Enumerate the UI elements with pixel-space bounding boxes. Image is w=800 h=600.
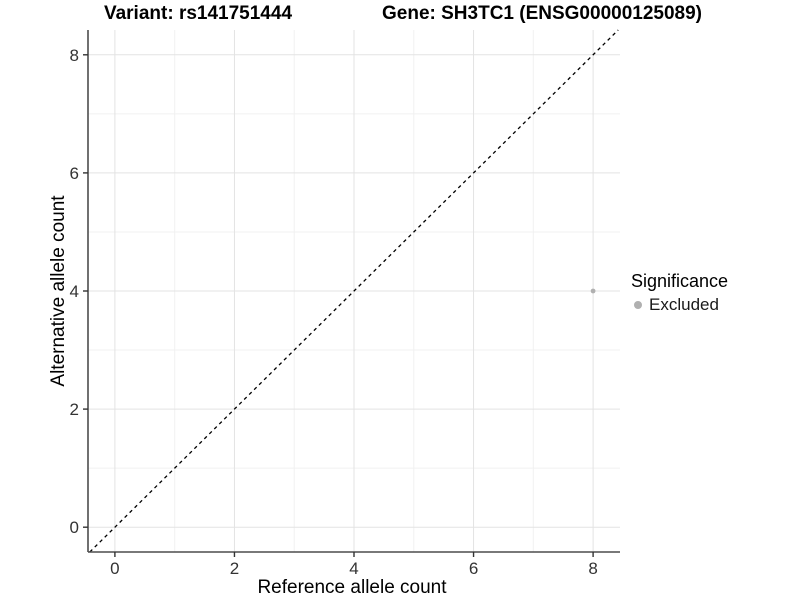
legend-item-label: Excluded	[649, 295, 719, 314]
y-tick-label: 8	[70, 46, 79, 65]
y-tick-label: 0	[70, 518, 79, 537]
legend-items: Excluded	[631, 295, 728, 315]
y-tick-label: 2	[70, 400, 79, 419]
x-tick-label: 2	[230, 559, 239, 578]
x-tick-label: 8	[588, 559, 597, 578]
x-axis-title: Reference allele count	[257, 577, 447, 598]
plot-title-variant: Variant: rs141751444	[103, 3, 293, 24]
plot-title-gene: Gene: SH3TC1 (ENSG00000125089)	[382, 3, 702, 24]
legend-title: Significance	[631, 271, 729, 291]
legend-item: Excluded	[631, 295, 728, 315]
data-point-excluded	[590, 288, 596, 294]
x-tick-label: 0	[110, 559, 119, 578]
x-tick-label: 4	[349, 559, 358, 578]
identity-dashed-line	[89, 29, 619, 553]
legend: Significance Excluded	[631, 271, 728, 315]
y-axis-title: Alternative allele count	[48, 195, 69, 387]
x-tick-label: 6	[469, 559, 478, 578]
y-tick-label: 4	[70, 282, 79, 301]
y-tick-label: 6	[70, 164, 79, 183]
legend-key-dot-icon	[634, 301, 642, 309]
